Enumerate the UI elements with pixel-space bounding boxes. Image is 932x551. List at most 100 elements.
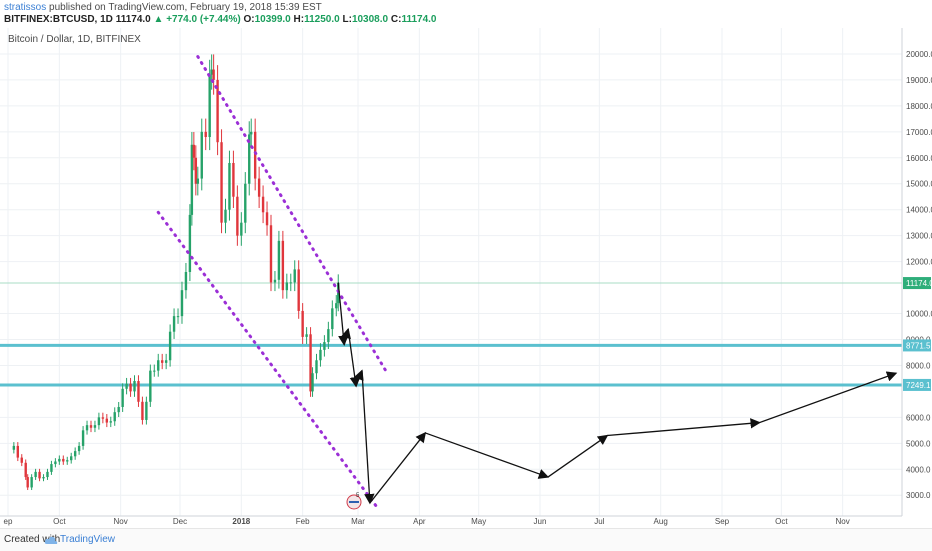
candle-body: [16, 445, 20, 458]
low-value: 10308.0: [351, 14, 389, 25]
candle-body: [168, 331, 172, 361]
price-label-box: [903, 339, 931, 352]
candle-body: [164, 360, 168, 363]
open-value: 10399.0: [254, 14, 291, 25]
candle-body: [248, 134, 251, 184]
candle-body: [54, 461, 57, 465]
projection-arrow[interactable]: [361, 370, 375, 505]
candle-body: [121, 388, 124, 407]
x-tick-label: Jun: [534, 517, 547, 526]
candle-body: [315, 360, 318, 374]
candle-body: [335, 303, 338, 309]
candle-body: [89, 425, 93, 428]
candle-body: [250, 131, 253, 135]
x-tick-label: Aug: [654, 517, 668, 526]
candle-body: [297, 269, 300, 311]
candle-body: [216, 79, 219, 143]
dotted-trend-line[interactable]: [156, 210, 378, 508]
candle-body: [85, 425, 89, 431]
publisher-link[interactable]: stratissos: [4, 2, 47, 13]
candle-body: [180, 290, 184, 317]
candle-body: [305, 334, 308, 337]
candle-body: [58, 458, 61, 462]
candle-body: [20, 457, 23, 463]
candle-body: [157, 360, 160, 371]
projection-arrow[interactable]: [759, 371, 898, 424]
candle-body: [73, 451, 77, 457]
price-label-text: 11174.0: [906, 279, 932, 288]
created-with-label: Created with: [4, 534, 61, 545]
y-tick-label: 14000.0: [906, 206, 932, 215]
symbol-row: BITFINEX:BTCUSD, 1D 11174.0 ▲ +774.0 (+7…: [4, 14, 436, 25]
candle-body: [319, 349, 322, 361]
x-tick-label: Jul: [594, 517, 604, 526]
candle-body: [42, 477, 45, 479]
candle-body: [208, 74, 211, 138]
projection-arrow[interactable]: [340, 327, 351, 345]
high-label: H:: [293, 14, 305, 25]
y-tick-label: 10000.0: [906, 310, 932, 319]
candle-body: [97, 417, 101, 426]
tradingview-cloud-icon: [44, 536, 58, 544]
y-axis[interactable]: 20000.0 19000.0 18000.0 17000.0 16000.0 15000…: [901, 28, 932, 516]
candles: [12, 54, 340, 491]
projection-arrow[interactable]: [425, 432, 550, 479]
candle-body: [38, 471, 41, 479]
x-axis[interactable]: ep Oct Nov Dec 2018 Feb Mar Apr May Jun Jul Aug Sep O…: [0, 515, 902, 526]
projection-arrows[interactable]: [337, 282, 898, 505]
price-label-text: 7249.1: [906, 381, 931, 390]
dotted-trend-line[interactable]: [196, 55, 388, 373]
candle-body: [265, 212, 269, 226]
change-value: +774.0 (+7.44%): [166, 14, 241, 25]
projection-arrow[interactable]: [547, 434, 609, 478]
y-tick-label: 15000.0: [906, 180, 932, 189]
candle-body: [244, 183, 247, 223]
candle-body: [30, 477, 33, 488]
chart-header: stratissos published on TradingView.com,…: [0, 0, 932, 28]
candle-body: [184, 272, 188, 291]
candle-body: [125, 383, 128, 389]
tradingview-link[interactable]: TradingView: [60, 534, 116, 545]
price-label-box: [903, 277, 931, 290]
candle-body: [117, 406, 120, 413]
candle-body: [236, 196, 239, 236]
candle-body: [204, 131, 207, 138]
candle-body: [12, 445, 16, 450]
price-chart[interactable]: Bitcoin / Dollar, 1D, BITFINEX 20000.0 19…: [0, 28, 932, 528]
candle-body: [327, 329, 330, 343]
publish-line: stratissos published on TradingView.com,…: [4, 2, 322, 13]
candle-body: [176, 316, 180, 318]
event-flag-icon[interactable]: 5: [346, 493, 362, 510]
candle-body: [101, 417, 105, 419]
close-value: 11174.0: [401, 14, 437, 25]
x-tick-label: 2018: [232, 517, 250, 526]
projection-arrow[interactable]: [369, 431, 427, 504]
candle-body: [77, 445, 81, 452]
candle-body: [26, 477, 29, 488]
projection-arrow[interactable]: [353, 369, 364, 387]
candle-body: [133, 381, 136, 392]
candle-body: [188, 214, 192, 272]
candle-body: [281, 240, 285, 291]
candle-body: [301, 310, 304, 337]
x-tick-label: Mar: [351, 517, 365, 526]
candle-body: [196, 178, 200, 184]
candle-body: [34, 471, 37, 478]
candle-body: [285, 282, 289, 291]
x-tick-label: May: [471, 517, 486, 526]
projection-arrow[interactable]: [607, 418, 761, 437]
candle-body: [81, 430, 85, 446]
candle-body: [309, 334, 312, 392]
y-tick-label: 8000.0: [906, 361, 931, 370]
y-tick-label: 12000.0: [906, 258, 932, 267]
candle-body: [145, 401, 148, 420]
candle-body: [210, 69, 213, 75]
y-tick-label: 4000.0: [906, 465, 931, 474]
trend-lines[interactable]: [156, 55, 388, 508]
candle-body: [200, 131, 203, 179]
candle-body: [331, 308, 334, 330]
candle-body: [289, 282, 292, 284]
y-tick-label: 3000.0: [906, 491, 931, 500]
candle-body: [261, 196, 265, 213]
candle-body: [277, 240, 281, 280]
